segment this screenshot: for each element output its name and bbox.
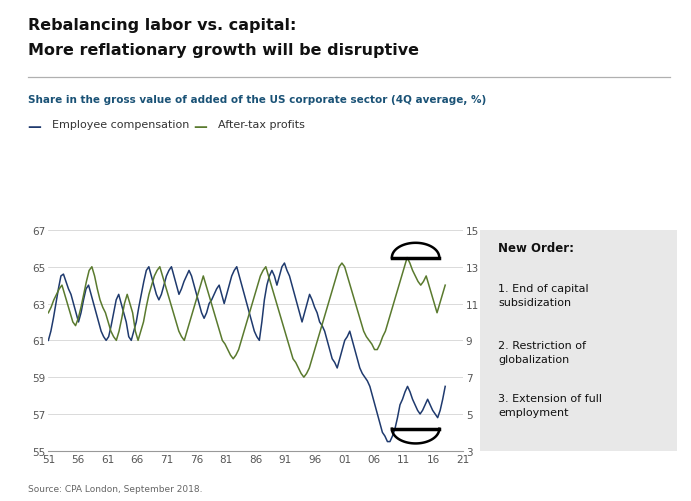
Text: 2. Restriction of
globalization: 2. Restriction of globalization xyxy=(498,341,586,365)
Text: New Order:: New Order: xyxy=(498,241,574,255)
Text: 1. End of capital
subsidization: 1. End of capital subsidization xyxy=(498,284,589,307)
Text: After-tax profits: After-tax profits xyxy=(218,120,305,130)
Text: —: — xyxy=(193,120,207,134)
Text: 3. Extension of full
employment: 3. Extension of full employment xyxy=(498,394,602,417)
Text: Share in the gross value of added of the US corporate sector (4Q average, %): Share in the gross value of added of the… xyxy=(28,95,486,105)
Text: Rebalancing labor vs. capital:: Rebalancing labor vs. capital: xyxy=(28,18,296,33)
Text: —: — xyxy=(28,120,41,134)
Text: Employee compensation: Employee compensation xyxy=(52,120,189,130)
Text: Source: CPA London, September 2018.: Source: CPA London, September 2018. xyxy=(28,484,202,493)
Text: More reflationary growth will be disruptive: More reflationary growth will be disrupt… xyxy=(28,43,419,58)
